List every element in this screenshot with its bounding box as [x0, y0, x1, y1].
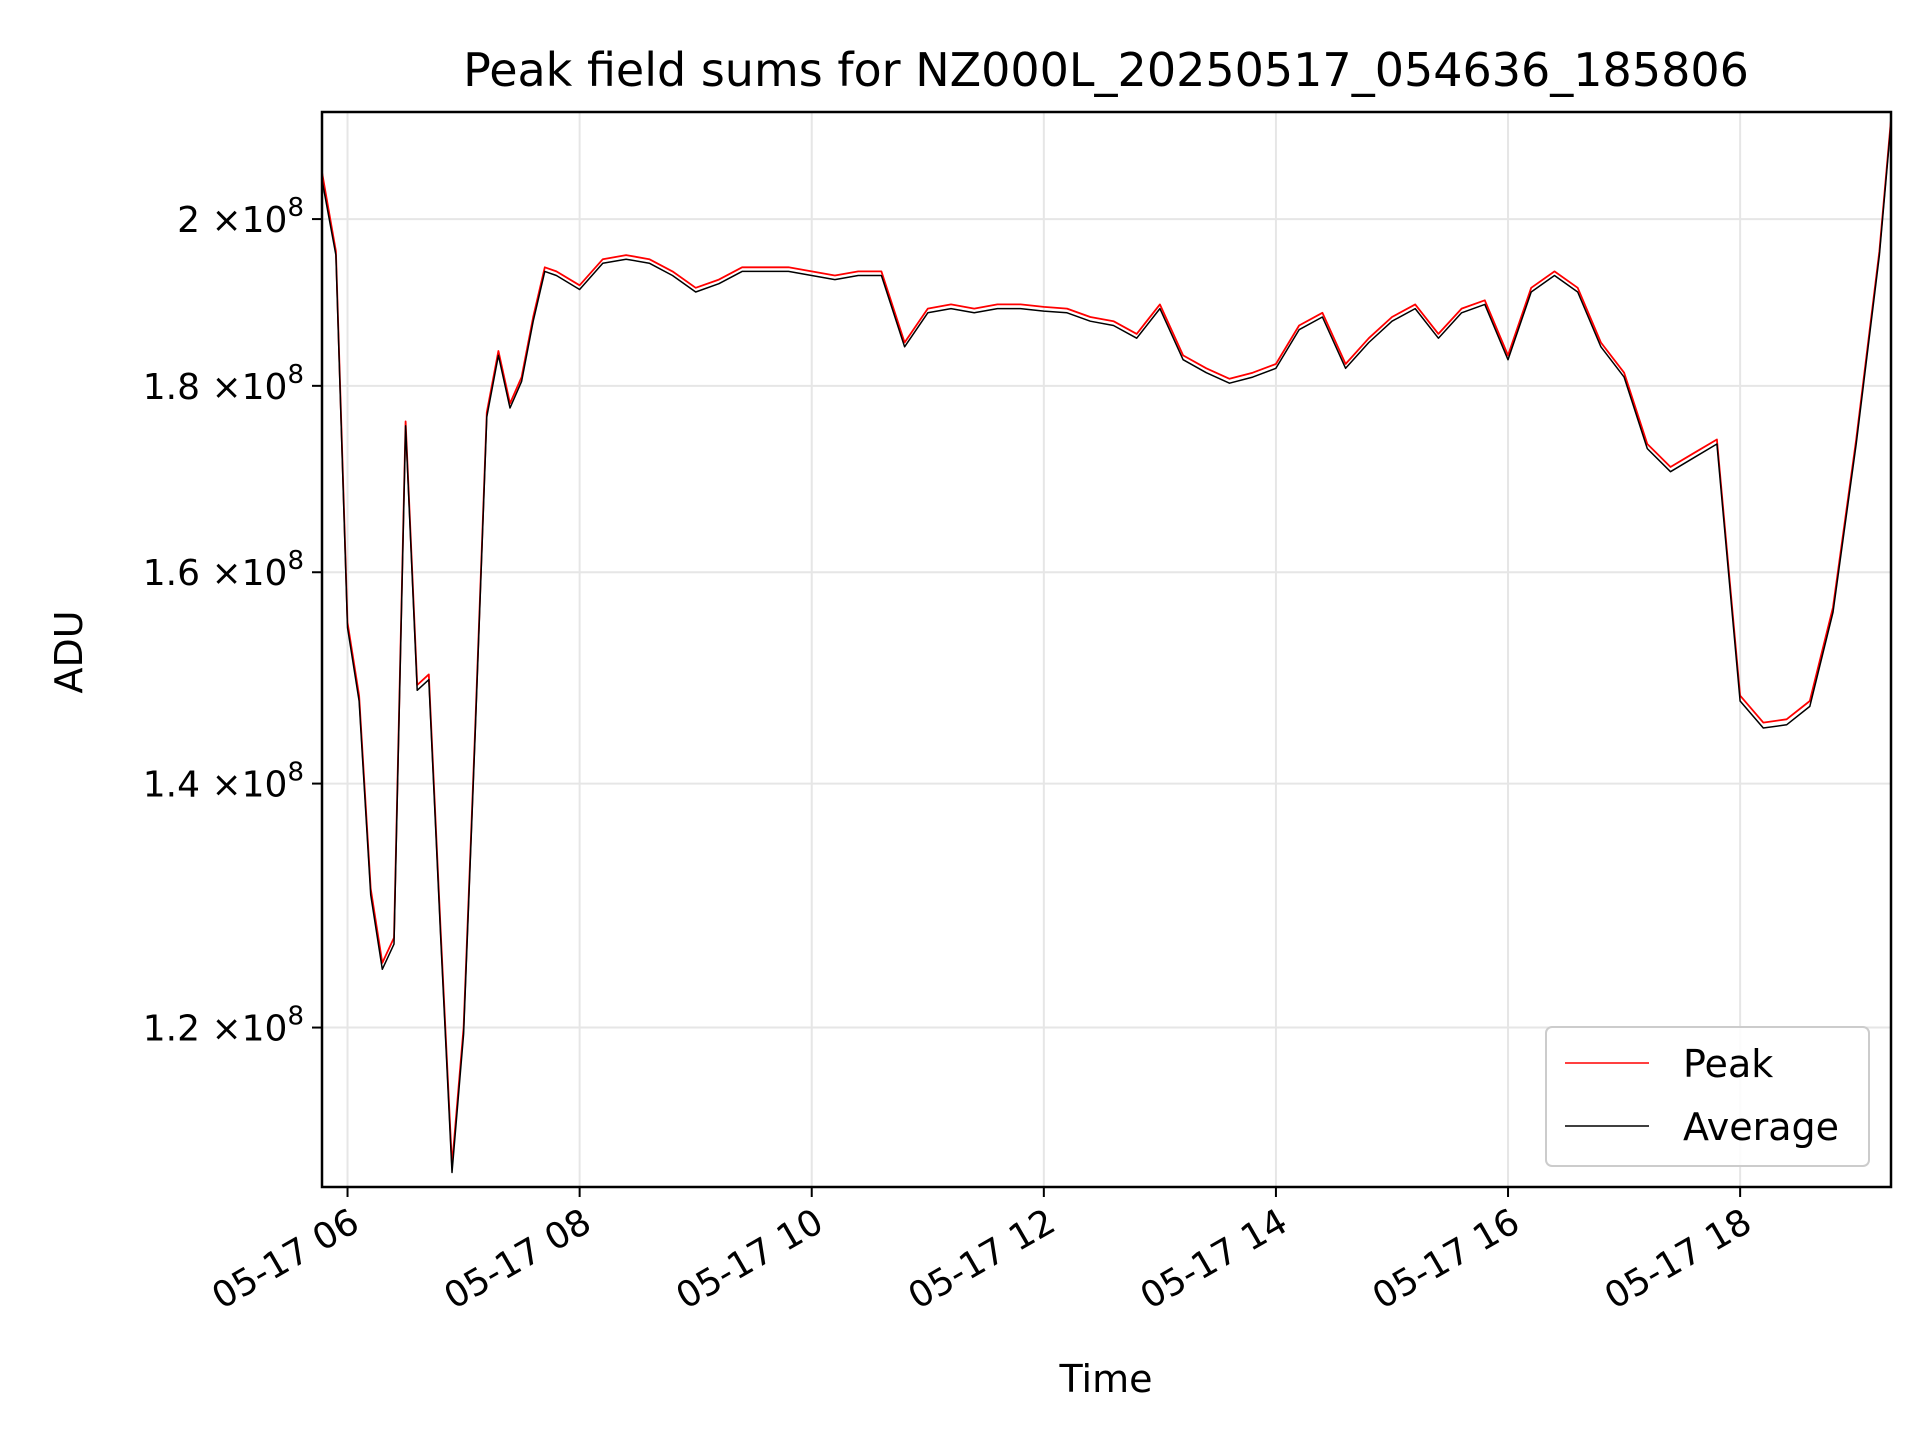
y-axis-ticks: 1.2 ×108 1.4 ×108 1.6 ×108 1.8 ×108 2 ×108	[143, 193, 322, 1050]
y-tick-label: 1.2 ×108	[143, 1002, 304, 1050]
grid	[322, 112, 1891, 1187]
x-axis-label: Time	[1059, 1357, 1153, 1401]
plot-lines	[322, 119, 1891, 1174]
y-tick-label: 2 ×108	[177, 193, 304, 241]
y-tick-label: 1.4 ×108	[143, 758, 304, 806]
legend-label-average: Average	[1683, 1105, 1839, 1149]
legend-label-peak: Peak	[1683, 1042, 1773, 1086]
y-axis-label: ADU	[47, 610, 91, 693]
chart-title: Peak field sums for NZ000L_20250517_0546…	[463, 43, 1749, 97]
plot-frame	[320, 110, 1893, 1189]
legend: Peak Average	[1545, 1026, 1870, 1167]
y-tick-label: 1.6 ×108	[143, 546, 304, 594]
y-tick-label: 1.8 ×108	[143, 360, 304, 408]
series-line-average	[322, 123, 1891, 1174]
legend-box	[1545, 1026, 1870, 1167]
